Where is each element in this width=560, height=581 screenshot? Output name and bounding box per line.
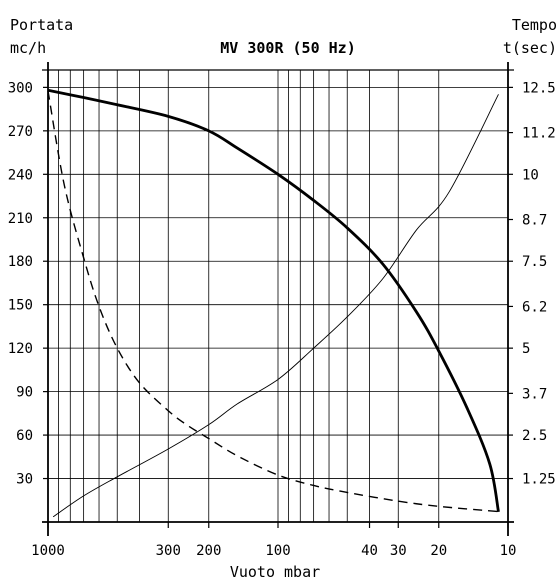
right-axis-label-line1: Tempo	[512, 16, 557, 34]
series-2-line	[52, 94, 499, 518]
right-tick-label: 1.25	[522, 472, 556, 488]
right-tick-label: 2.5	[522, 428, 547, 444]
left-tick-label: 60	[16, 428, 33, 444]
right-tick-label: 10	[522, 167, 539, 183]
x-tick-label: 30	[390, 543, 407, 559]
x-tick-label: 200	[196, 543, 221, 559]
left-tick-label: 240	[8, 167, 33, 183]
left-tick-label: 150	[8, 298, 33, 314]
chart-ticks: 30 60 90 120 150 180 210 240 270 300 1.25 2.5 3.7 5 6.…	[8, 80, 556, 559]
left-axis-label-line1: Portata	[10, 16, 73, 34]
right-tick-label: 3.7	[522, 386, 547, 402]
right-tick-label: 6.2	[522, 299, 547, 315]
right-tick-label: 12.5	[522, 80, 556, 96]
right-tick-label: 7.5	[522, 254, 547, 270]
right-tick-label: 5	[522, 341, 530, 357]
left-tick-label: 270	[8, 124, 33, 140]
x-tick-label: 10	[500, 543, 517, 559]
x-tick-label: 100	[265, 543, 290, 559]
right-axis-label-line2: t(sec)	[503, 39, 557, 57]
chart-series	[47, 88, 500, 518]
chart-title: MV 300R (50 Hz)	[220, 39, 355, 57]
x-tick-label: 1000	[31, 543, 65, 559]
left-tick-label: 300	[8, 80, 33, 96]
x-tick-label: 40	[361, 543, 378, 559]
series-1-line	[47, 90, 499, 513]
left-tick-label: 120	[8, 341, 33, 357]
left-tick-label: 30	[16, 472, 33, 488]
right-tick-label: 11.2	[522, 126, 556, 142]
left-axis-label-line2: mc/h	[10, 39, 46, 57]
series-0-line	[47, 88, 500, 513]
left-tick-label: 210	[8, 211, 33, 227]
left-tick-label: 90	[16, 385, 33, 401]
x-axis-label: Vuoto mbar	[230, 563, 320, 581]
left-tick-label: 180	[8, 254, 33, 270]
right-tick-label: 8.7	[522, 213, 547, 229]
chart-grid	[47, 70, 509, 522]
x-tick-label: 300	[156, 543, 181, 559]
x-tick-label: 20	[430, 543, 447, 559]
